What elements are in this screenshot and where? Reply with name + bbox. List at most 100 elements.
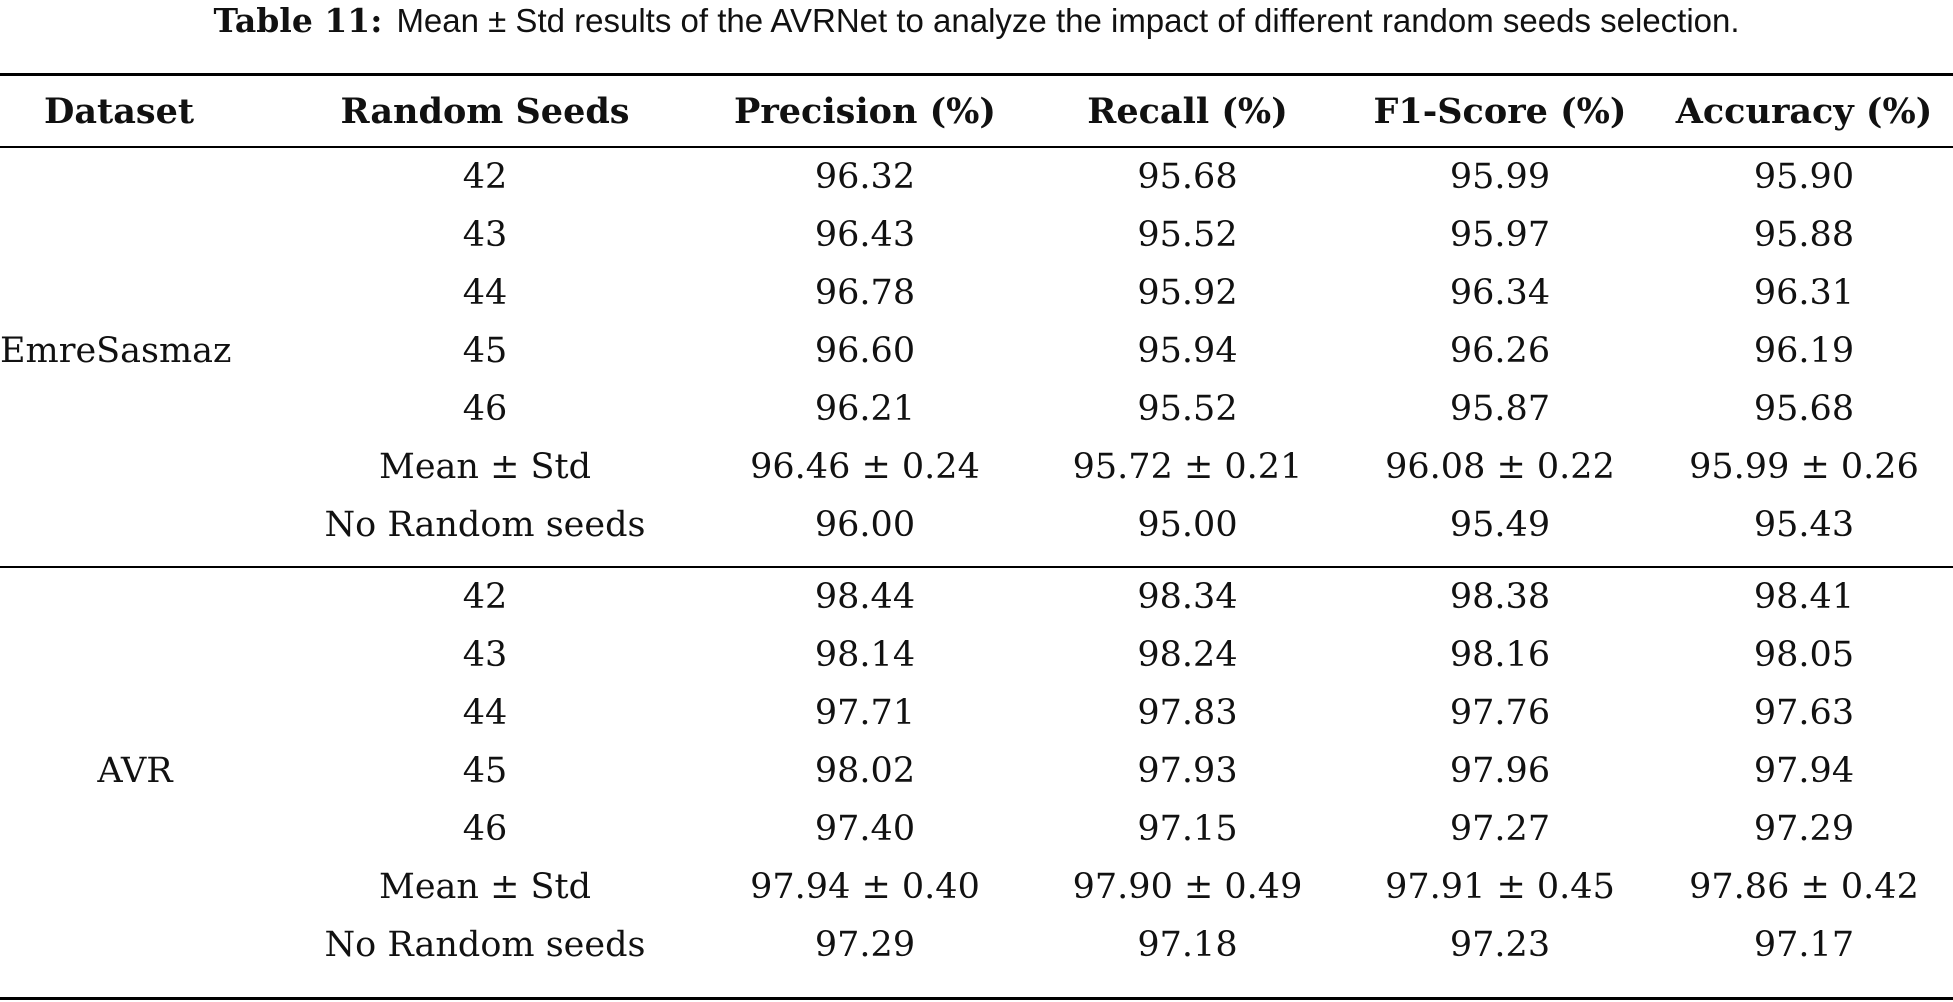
table-header: Dataset Random Seeds Precision (%) Recal…: [0, 76, 1953, 146]
recall-cell: 95.94: [1137, 331, 1238, 371]
recall-cell: 95.68: [1137, 157, 1238, 197]
accuracy-cell: 95.43: [1753, 505, 1855, 545]
precision-cell: 97.94 ± 0.40: [750, 867, 980, 907]
table-row: 44 97.71 97.83 97.76 97.63: [0, 684, 1953, 742]
seed-cell: 45: [462, 751, 508, 791]
precision-cell: 97.29: [814, 925, 916, 965]
precision-cell: 98.14: [814, 635, 916, 675]
recall-cell: 97.93: [1137, 751, 1238, 791]
f1-cell: 95.49: [1449, 505, 1551, 545]
recall-cell: 98.24: [1137, 635, 1238, 675]
table-caption: Table 11: Mean ± Std results of the AVRNe…: [0, 0, 1953, 42]
f1-cell: 96.26: [1449, 331, 1551, 371]
precision-cell: 96.32: [814, 157, 916, 197]
precision-cell: 96.60: [814, 331, 916, 371]
accuracy-cell: 95.90: [1753, 157, 1855, 197]
header-recall: Recall (%): [1087, 90, 1288, 132]
table-row-mean-std: Mean ± Std 97.94 ± 0.40 97.90 ± 0.49 97.…: [0, 858, 1953, 916]
f1-cell: 97.23: [1449, 925, 1551, 965]
precision-cell: 96.43: [814, 215, 916, 255]
f1-cell: 97.96: [1449, 751, 1551, 791]
table-row: 43 98.14 98.24 98.16 98.05: [0, 626, 1953, 684]
dataset-cell: AVR: [97, 751, 173, 791]
table-group-emresasmaz: EmreSasmaz 42 96.32 95.68 95.99 95.90 43…: [0, 148, 1953, 554]
seed-cell: Mean ± Std: [379, 867, 591, 907]
f1-cell: 97.91 ± 0.45: [1385, 867, 1615, 907]
seed-cell: 46: [462, 389, 508, 429]
table-row-no-random-seeds: No Random seeds 96.00 95.00 95.49 95.43: [0, 496, 1953, 554]
precision-cell: 96.78: [814, 273, 916, 313]
recall-cell: 95.00: [1137, 505, 1238, 545]
table-row-no-random-seeds: No Random seeds 97.29 97.18 97.23 97.17: [0, 916, 1953, 974]
accuracy-cell: 96.31: [1753, 273, 1855, 313]
header-f1-score: F1-Score (%): [1373, 90, 1627, 132]
accuracy-cell: 97.94: [1753, 751, 1855, 791]
table-group-avr: AVR 42 98.44 98.34 98.38 98.41 43 98.14 …: [0, 568, 1953, 974]
recall-cell: 95.52: [1137, 215, 1238, 255]
header-dataset: Dataset: [44, 90, 195, 132]
recall-cell: 97.15: [1137, 809, 1238, 849]
precision-cell: 97.40: [814, 809, 916, 849]
table-row: 46 97.40 97.15 97.27 97.29: [0, 800, 1953, 858]
accuracy-cell: 95.68: [1753, 389, 1855, 429]
top-rule: [0, 73, 1953, 76]
accuracy-cell: 97.17: [1753, 925, 1855, 965]
accuracy-cell: 98.41: [1753, 577, 1855, 617]
precision-cell: 96.00: [814, 505, 916, 545]
seed-cell: 42: [462, 577, 508, 617]
f1-cell: 96.34: [1449, 273, 1551, 313]
table-row: EmreSasmaz 42 96.32 95.68 95.99 95.90: [0, 148, 1953, 371]
seed-cell: Mean ± Std: [379, 447, 591, 487]
table-row: 46 96.21 95.52 95.87 95.68: [0, 380, 1953, 438]
seed-cell: 42: [462, 157, 508, 197]
f1-cell: 97.76: [1449, 693, 1551, 733]
seed-cell: No Random seeds: [324, 505, 646, 545]
f1-cell: 95.87: [1449, 389, 1551, 429]
f1-cell: 95.99: [1449, 157, 1551, 197]
table-row: 45 96.60 95.94 96.26 96.19: [0, 322, 1953, 380]
accuracy-cell: 95.99 ± 0.26: [1689, 447, 1919, 487]
f1-cell: 98.16: [1449, 635, 1551, 675]
seed-cell: 45: [462, 331, 508, 371]
accuracy-cell: 96.19: [1753, 331, 1855, 371]
seed-cell: 44: [462, 693, 508, 733]
f1-cell: 95.97: [1449, 215, 1551, 255]
table-row: 43 96.43 95.52 95.97 95.88: [0, 206, 1953, 264]
f1-cell: 98.38: [1449, 577, 1551, 617]
f1-cell: 96.08 ± 0.22: [1385, 447, 1615, 487]
precision-cell: 96.46 ± 0.24: [750, 447, 980, 487]
header-random-seeds: Random Seeds: [340, 90, 630, 132]
recall-cell: 95.72 ± 0.21: [1072, 447, 1303, 487]
recall-cell: 95.92: [1137, 273, 1238, 313]
caption-text: Mean ± Std results of the AVRNet to anal…: [396, 2, 1740, 39]
accuracy-cell: 95.88: [1753, 215, 1855, 255]
accuracy-cell: 97.29: [1753, 809, 1855, 849]
accuracy-cell: 98.05: [1753, 635, 1855, 675]
group-separator-rule: [0, 566, 1953, 568]
table-row: 45 98.02 97.93 97.96 97.94: [0, 742, 1953, 800]
precision-cell: 98.44: [814, 577, 916, 617]
table-label: Table 11:: [213, 1, 383, 40]
header-accuracy: Accuracy (%): [1675, 90, 1933, 132]
recall-cell: 97.83: [1137, 693, 1238, 733]
table-row-mean-std: Mean ± Std 96.46 ± 0.24 95.72 ± 0.21 96.…: [0, 438, 1953, 496]
seed-cell: No Random seeds: [324, 925, 646, 965]
accuracy-cell: 97.86 ± 0.42: [1689, 867, 1919, 907]
table-row: 44 96.78 95.92 96.34 96.31: [0, 264, 1953, 322]
seed-cell: 43: [462, 215, 508, 255]
seed-cell: 44: [462, 273, 508, 313]
recall-cell: 98.34: [1137, 577, 1238, 617]
recall-cell: 95.52: [1137, 389, 1238, 429]
recall-cell: 97.18: [1137, 925, 1238, 965]
precision-cell: 97.71: [814, 693, 916, 733]
precision-cell: 96.21: [814, 389, 916, 429]
bottom-rule: [0, 997, 1953, 1000]
precision-cell: 98.02: [814, 751, 916, 791]
seed-cell: 46: [462, 809, 508, 849]
seed-cell: 43: [462, 635, 508, 675]
dataset-cell: EmreSasmaz: [0, 331, 232, 371]
table-row: AVR 42 98.44 98.34 98.38 98.41: [0, 568, 1953, 791]
header-rule: [0, 146, 1953, 148]
header-precision: Precision (%): [734, 90, 996, 132]
f1-cell: 97.27: [1449, 809, 1551, 849]
